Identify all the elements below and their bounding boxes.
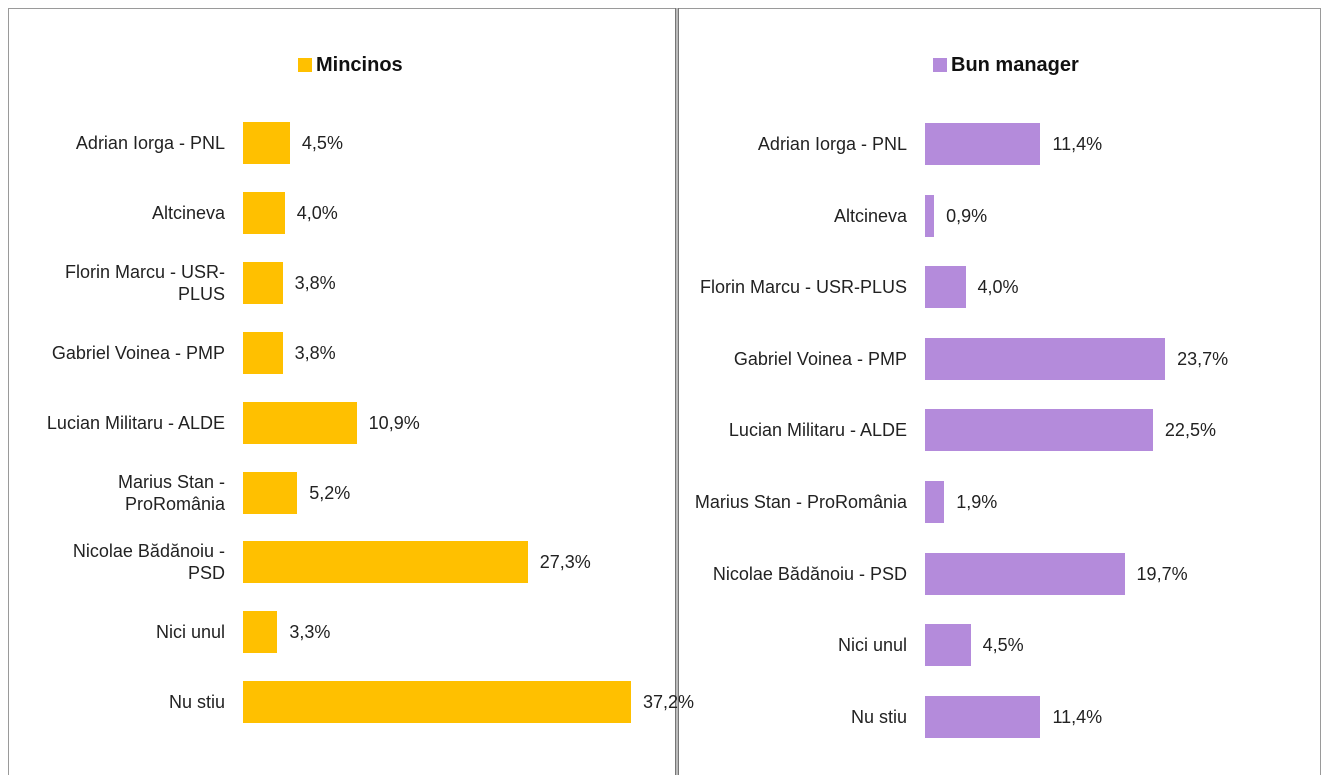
value-label: 22,5%: [1164, 420, 1216, 441]
value-label: 11,4%: [1052, 706, 1103, 727]
category-label: Adrian Iorga - PNL: [75, 133, 225, 153]
bar: [925, 552, 1125, 595]
frame: [8, 8, 1321, 775]
category-label: Nicolae Bădănoiu - PSD: [712, 563, 907, 584]
category-label: Lucian Militaru - ALDE: [46, 412, 225, 433]
value-label: 4,0%: [977, 277, 1019, 298]
category-label: Nicolae Bădănoiu - PSD: [72, 541, 225, 584]
category-label: Gabriel Voinea - PMP: [733, 348, 907, 369]
bar: [243, 331, 283, 374]
legend: Mincinos: [298, 53, 403, 77]
legend-label: Mincinos: [316, 53, 403, 76]
category-label: Lucian Militaru - ALDE: [728, 420, 907, 441]
value-label: 23,7%: [1177, 348, 1229, 369]
category-label: Marius Stan - ProRomânia: [117, 471, 225, 514]
value-label: 0,9%: [946, 205, 988, 226]
value-label: 3,8%: [294, 272, 336, 293]
bar: [925, 194, 935, 237]
category-label: Gabriel Voinea - PMP: [51, 342, 225, 363]
bar: [243, 261, 283, 304]
category-label: Nici unul: [837, 635, 907, 656]
bar: [925, 123, 1041, 165]
bar: [243, 401, 357, 444]
value-label: 10,9%: [368, 412, 420, 433]
category-label: Nu stiu: [850, 706, 907, 727]
bar: [243, 191, 285, 234]
value-label: 1,9%: [956, 492, 998, 512]
bar: [243, 681, 631, 724]
bar: [925, 695, 1041, 738]
value-label: 4,5%: [982, 635, 1024, 656]
bar: [925, 409, 1153, 452]
value-label: 4,5%: [301, 133, 343, 153]
category-label: Altcineva: [833, 205, 907, 226]
legend-swatch: [933, 58, 947, 72]
value-label: 19,7%: [1136, 563, 1188, 584]
bar: [243, 122, 290, 164]
bar: [925, 624, 971, 667]
legend: Bun manager: [933, 53, 1079, 77]
divider: [675, 8, 679, 775]
value-label: 3,3%: [289, 622, 331, 643]
value-label: 37,2%: [642, 692, 695, 713]
category-label: Florin Marcu - USR-PLUS: [64, 261, 225, 304]
category-label: Florin Marcu - USR-PLUS: [699, 277, 907, 298]
value-label: 11,4%: [1052, 134, 1103, 154]
legend-label: Bun manager: [951, 53, 1079, 76]
category-label: Altcineva: [151, 202, 225, 223]
bar: [243, 541, 528, 584]
value-label: 5,2%: [309, 482, 351, 503]
category-label: Nici unul: [155, 622, 225, 643]
bar: [243, 611, 278, 654]
category-label: Adrian Iorga - PNL: [757, 134, 907, 154]
value-label: 3,8%: [294, 342, 336, 363]
bar: [243, 471, 298, 514]
bar: [925, 266, 966, 309]
bar: [925, 337, 1166, 380]
category-label: Marius Stan - ProRomânia: [694, 492, 907, 512]
category-label: Nu stiu: [168, 692, 225, 713]
legend-swatch: [298, 58, 312, 72]
value-label: 4,0%: [296, 202, 338, 223]
bar: [925, 481, 945, 523]
value-label: 27,3%: [539, 552, 591, 573]
